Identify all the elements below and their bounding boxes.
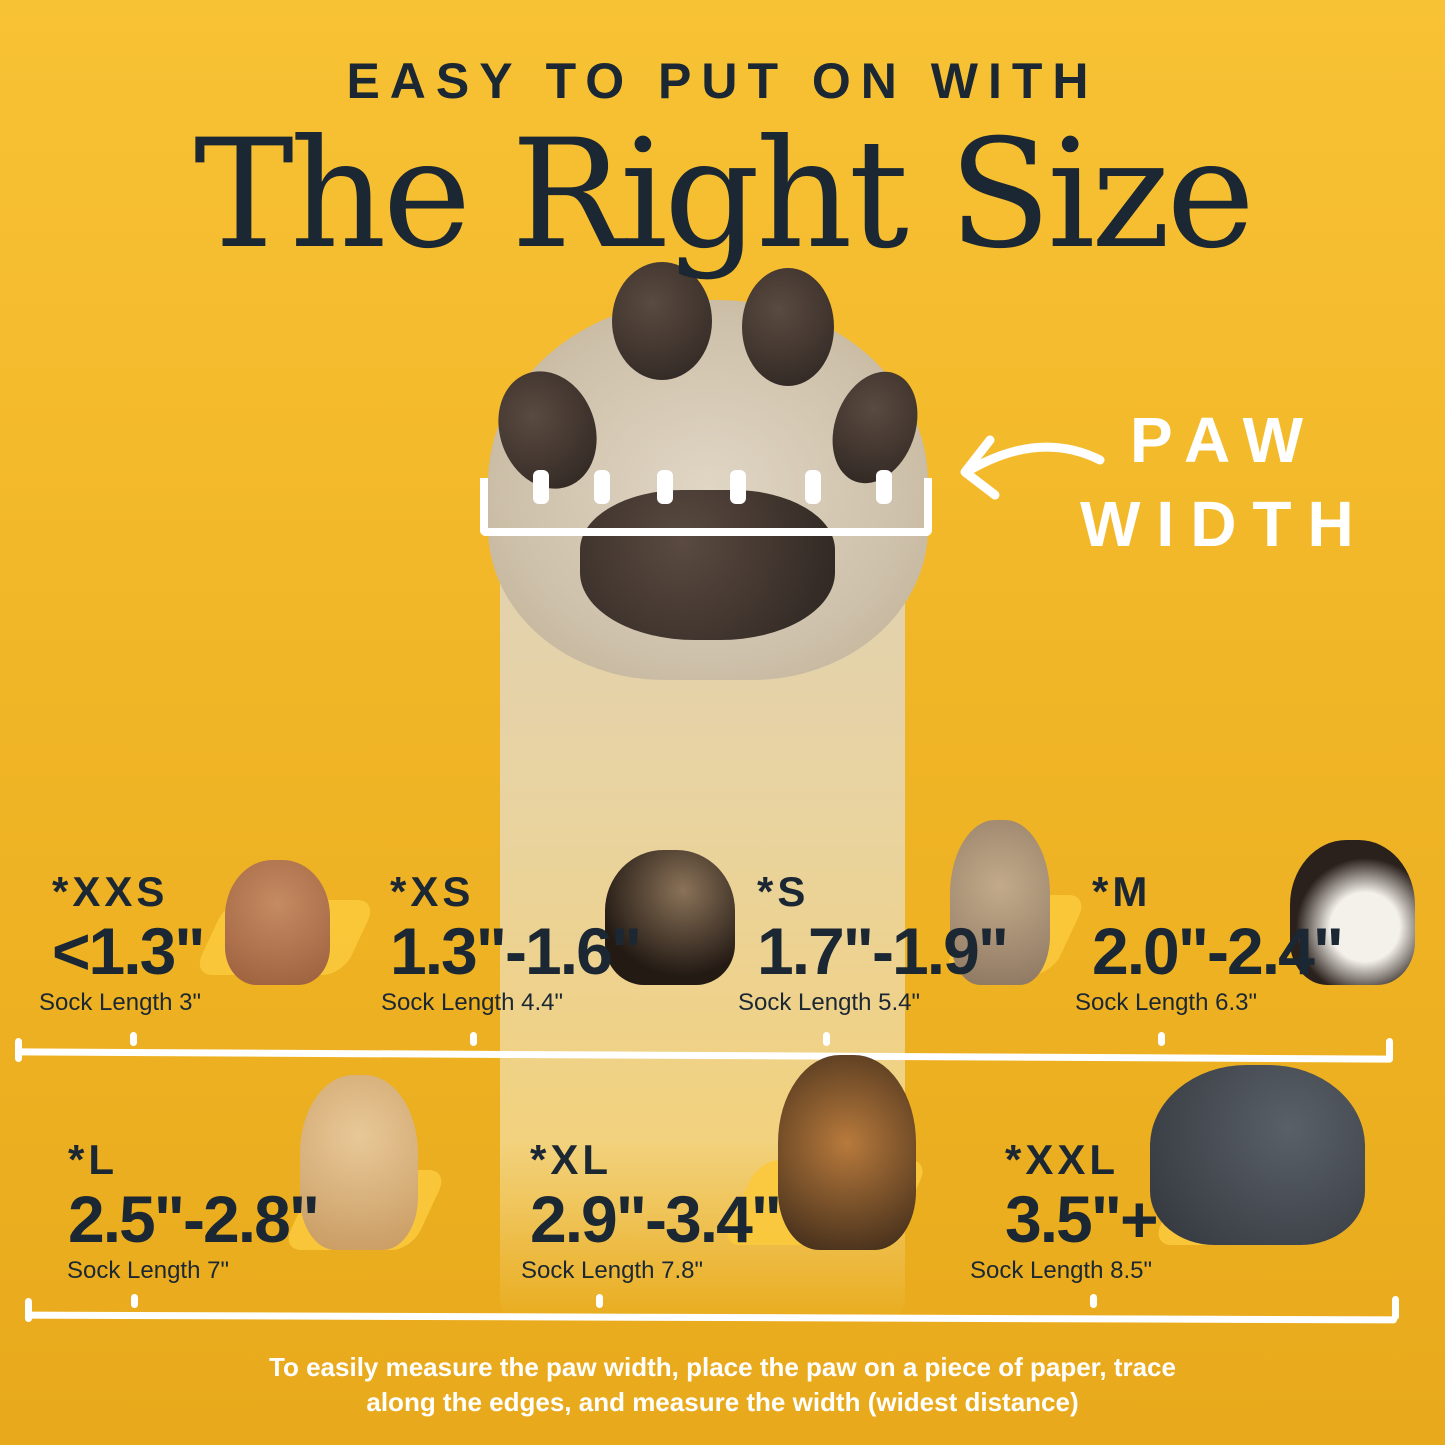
size-range: <1.3": [52, 914, 206, 988]
chihuahua-image: [225, 860, 330, 985]
sock-length: Sock Length 4.4": [381, 989, 563, 1016]
great-dane-image: [1150, 1065, 1365, 1245]
ruler-tick: [657, 470, 673, 504]
size-range: 1.3"-1.6": [390, 914, 642, 988]
size-range: 3.5"+: [1005, 1182, 1159, 1256]
scale-end: [25, 1298, 32, 1322]
sock-length: Sock Length 3": [39, 989, 201, 1016]
size-range: 2.5"-2.8": [68, 1182, 320, 1256]
ruler-tick: [805, 470, 821, 504]
scale-tick: [470, 1032, 477, 1046]
bernese-mountain-dog-image: [1290, 840, 1415, 985]
subtitle: EASY TO PUT ON WITH: [346, 53, 1099, 109]
scale-tick: [1090, 1294, 1097, 1308]
size-label: *L: [68, 1136, 118, 1183]
sock-length: Sock Length 7.8": [521, 1257, 703, 1284]
sock-length: Sock Length 7": [67, 1257, 229, 1284]
size-label: *M: [1092, 868, 1152, 915]
sock-length: Sock Length 5.4": [738, 989, 920, 1016]
golden-retriever-image: [300, 1075, 418, 1250]
paw-width-ruler: [480, 478, 932, 536]
sock-length: Sock Length 6.3": [1075, 989, 1257, 1016]
scale-tick: [1158, 1032, 1165, 1046]
size-label: *XXL: [1005, 1136, 1120, 1183]
size-range: 1.7"-1.9": [757, 914, 1009, 988]
instructions-line2: along the edges, and measure the width (…: [366, 1387, 1079, 1417]
size-label: *XL: [530, 1136, 613, 1183]
scale-end: [15, 1038, 22, 1062]
instructions-line1: To easily measure the paw width, place t…: [269, 1352, 1176, 1382]
yorkshire-terrier-image: [605, 850, 735, 985]
size-range: 2.9"-3.4": [530, 1182, 782, 1256]
measure-instructions: To easily measure the paw width, place t…: [0, 1350, 1445, 1420]
scale-tick: [823, 1032, 830, 1046]
paw-width-label: PAW WIDTH: [1080, 398, 1370, 566]
size-label: *S: [757, 868, 810, 915]
ruler-tick: [594, 470, 610, 504]
ruler-tick: [730, 470, 746, 504]
scale-end: [1386, 1038, 1393, 1062]
scale-tick: [596, 1294, 603, 1308]
scale-end: [1392, 1296, 1399, 1320]
curved-arrow-left-icon: [960, 435, 1105, 500]
toe-pad: [612, 262, 712, 380]
french-bulldog-image: [950, 820, 1050, 985]
page-title: The Right Size: [193, 108, 1255, 282]
sock-length: Sock Length 8.5": [970, 1257, 1152, 1284]
ruler-tick: [533, 470, 549, 504]
size-scale-line: [24, 1311, 1398, 1324]
paw-width-line2: WIDTH: [1080, 488, 1370, 560]
paw-width-line1: PAW: [1130, 404, 1320, 476]
toe-pad: [742, 268, 834, 386]
german-shepherd-image: [778, 1055, 916, 1250]
size-label: *XXS: [52, 868, 169, 915]
scale-tick: [131, 1294, 138, 1308]
scale-tick: [130, 1032, 137, 1046]
main-pad: [580, 490, 835, 640]
size-range: 2.0"-2.4": [1092, 914, 1344, 988]
ruler-tick: [876, 470, 892, 504]
size-label: *XS: [390, 868, 475, 915]
